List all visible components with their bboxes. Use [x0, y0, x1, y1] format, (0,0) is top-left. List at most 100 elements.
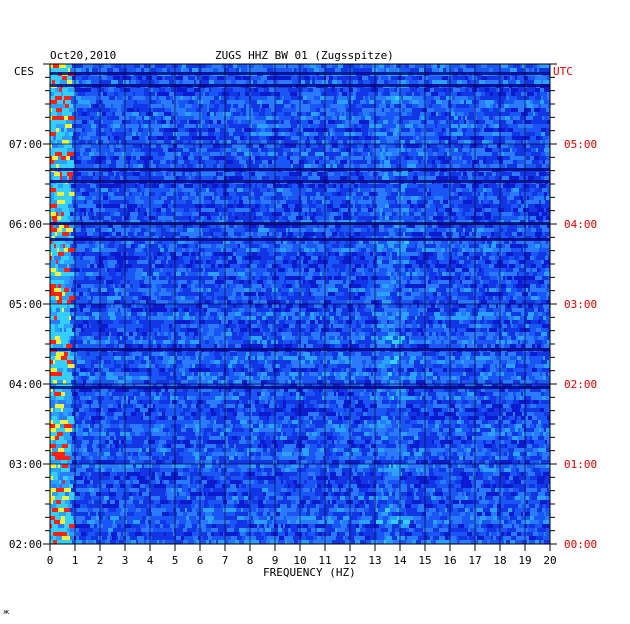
spectrogram-cell [244, 104, 246, 108]
spectrogram-cell [524, 68, 529, 72]
spectrogram-cell [204, 116, 210, 120]
spectrogram-cell [332, 136, 334, 140]
spectrogram-cell [56, 212, 58, 216]
spectrogram-cell [309, 136, 314, 140]
spectrogram-cell [108, 192, 114, 196]
spectrogram-cell [250, 240, 253, 244]
spectrogram-cell [138, 208, 140, 212]
spectrogram-cell [156, 212, 161, 216]
spectrogram-cell [539, 184, 546, 188]
spectrogram-cell [222, 208, 226, 212]
spectrogram-cell [344, 232, 346, 236]
spectrogram-cell [386, 196, 390, 200]
spectrogram-cell [344, 124, 351, 128]
spectrogram-cell [500, 216, 506, 220]
spectrogram-cell [258, 148, 261, 152]
spectrogram-cell [130, 136, 132, 140]
spectrogram-cell [367, 140, 371, 144]
spectrogram-cell [120, 76, 122, 80]
spectrogram-cell [463, 104, 469, 108]
spectrogram-cell [251, 148, 258, 152]
spectrogram-cell [111, 80, 118, 84]
spectrogram-cell [120, 148, 126, 152]
spectrogram-cell [389, 176, 395, 180]
spectrogram-cell [451, 112, 455, 116]
spectrogram-cell [454, 108, 461, 112]
spectrogram-cell [89, 240, 93, 244]
spectrogram-cell [286, 108, 293, 112]
spectrogram-cell [135, 228, 141, 232]
spectrogram-cell [109, 96, 115, 100]
spectrogram-cell [393, 96, 395, 100]
spectrogram-cell [202, 184, 205, 188]
spectrogram-cell [149, 88, 153, 92]
spectrogram-cell [329, 148, 333, 152]
spectrogram-cell [361, 92, 368, 96]
spectrogram-cell [372, 68, 376, 72]
spectrogram-cell [379, 232, 382, 236]
spectrogram-cell [299, 188, 306, 192]
spectrogram-cell [235, 76, 241, 80]
spectrogram-cell [148, 136, 150, 140]
spectrogram-cell [492, 172, 496, 176]
spectrogram-cell [490, 104, 493, 108]
spectrogram-cell [417, 172, 421, 176]
spectrogram-cell [315, 152, 321, 156]
spectrogram-cell [83, 108, 87, 112]
spectrogram-cell [445, 64, 448, 68]
spectrogram-cell [513, 80, 516, 84]
spectrogram-cell [265, 204, 269, 208]
spectrogram-cell [63, 68, 68, 72]
spectrogram-cell [517, 76, 524, 80]
spectrogram-cell [431, 100, 436, 104]
spectrogram-cell [528, 204, 535, 208]
spectrogram-cell [55, 80, 60, 84]
spectrogram-cell [64, 116, 68, 120]
spectrogram-cell [272, 240, 275, 244]
spectrogram-cell [253, 80, 257, 84]
spectrogram-cell [190, 64, 193, 68]
spectrogram-cell [126, 188, 130, 192]
spectrogram-cell [68, 240, 73, 244]
spectrogram-cell [309, 208, 311, 212]
spectrogram-cell [274, 232, 279, 236]
spectrogram-cell [508, 144, 514, 148]
spectrogram-cell [130, 88, 132, 92]
spectrogram-cell [213, 140, 215, 144]
spectrogram-cell [53, 224, 56, 228]
spectrogram-cell [470, 136, 477, 140]
spectrogram-cell [235, 96, 239, 100]
spectrogram-cell [132, 192, 136, 196]
spectrogram-cell [228, 232, 230, 236]
spectrogram-cell [106, 120, 113, 124]
spectrogram-cell [417, 200, 419, 204]
spectrogram-cell [243, 124, 249, 128]
spectrogram-cell [251, 80, 253, 84]
spectrogram-cell [439, 136, 445, 140]
spectrogram-cell [64, 212, 70, 216]
spectrogram-cell [110, 240, 115, 244]
spectrogram-cell [80, 132, 87, 136]
spectrogram-cell [253, 144, 259, 148]
spectrogram-cell [451, 80, 457, 84]
spectrogram-cell [530, 188, 532, 192]
spectrogram-cell [64, 192, 69, 196]
spectrogram-cell [354, 116, 361, 120]
spectrogram-cell [236, 68, 239, 72]
spectrogram-cell [353, 176, 358, 180]
spectrogram-cell [310, 64, 316, 68]
spectrogram-cell [257, 208, 260, 212]
spectrogram-cell [242, 128, 244, 132]
spectrogram-cell [91, 96, 96, 100]
spectrogram-cell [247, 116, 251, 120]
spectrogram-cell [306, 124, 308, 128]
spectrogram-cell [454, 216, 458, 220]
spectrogram-cell [53, 176, 56, 180]
spectrogram-cell [303, 104, 308, 108]
spectrogram-cell [278, 104, 284, 108]
spectrogram-cell [531, 228, 536, 232]
spectrogram-cell [210, 124, 217, 128]
spectrogram-cell [311, 132, 318, 136]
spectrogram-cell [496, 104, 498, 108]
spectrogram-cell [391, 192, 398, 196]
